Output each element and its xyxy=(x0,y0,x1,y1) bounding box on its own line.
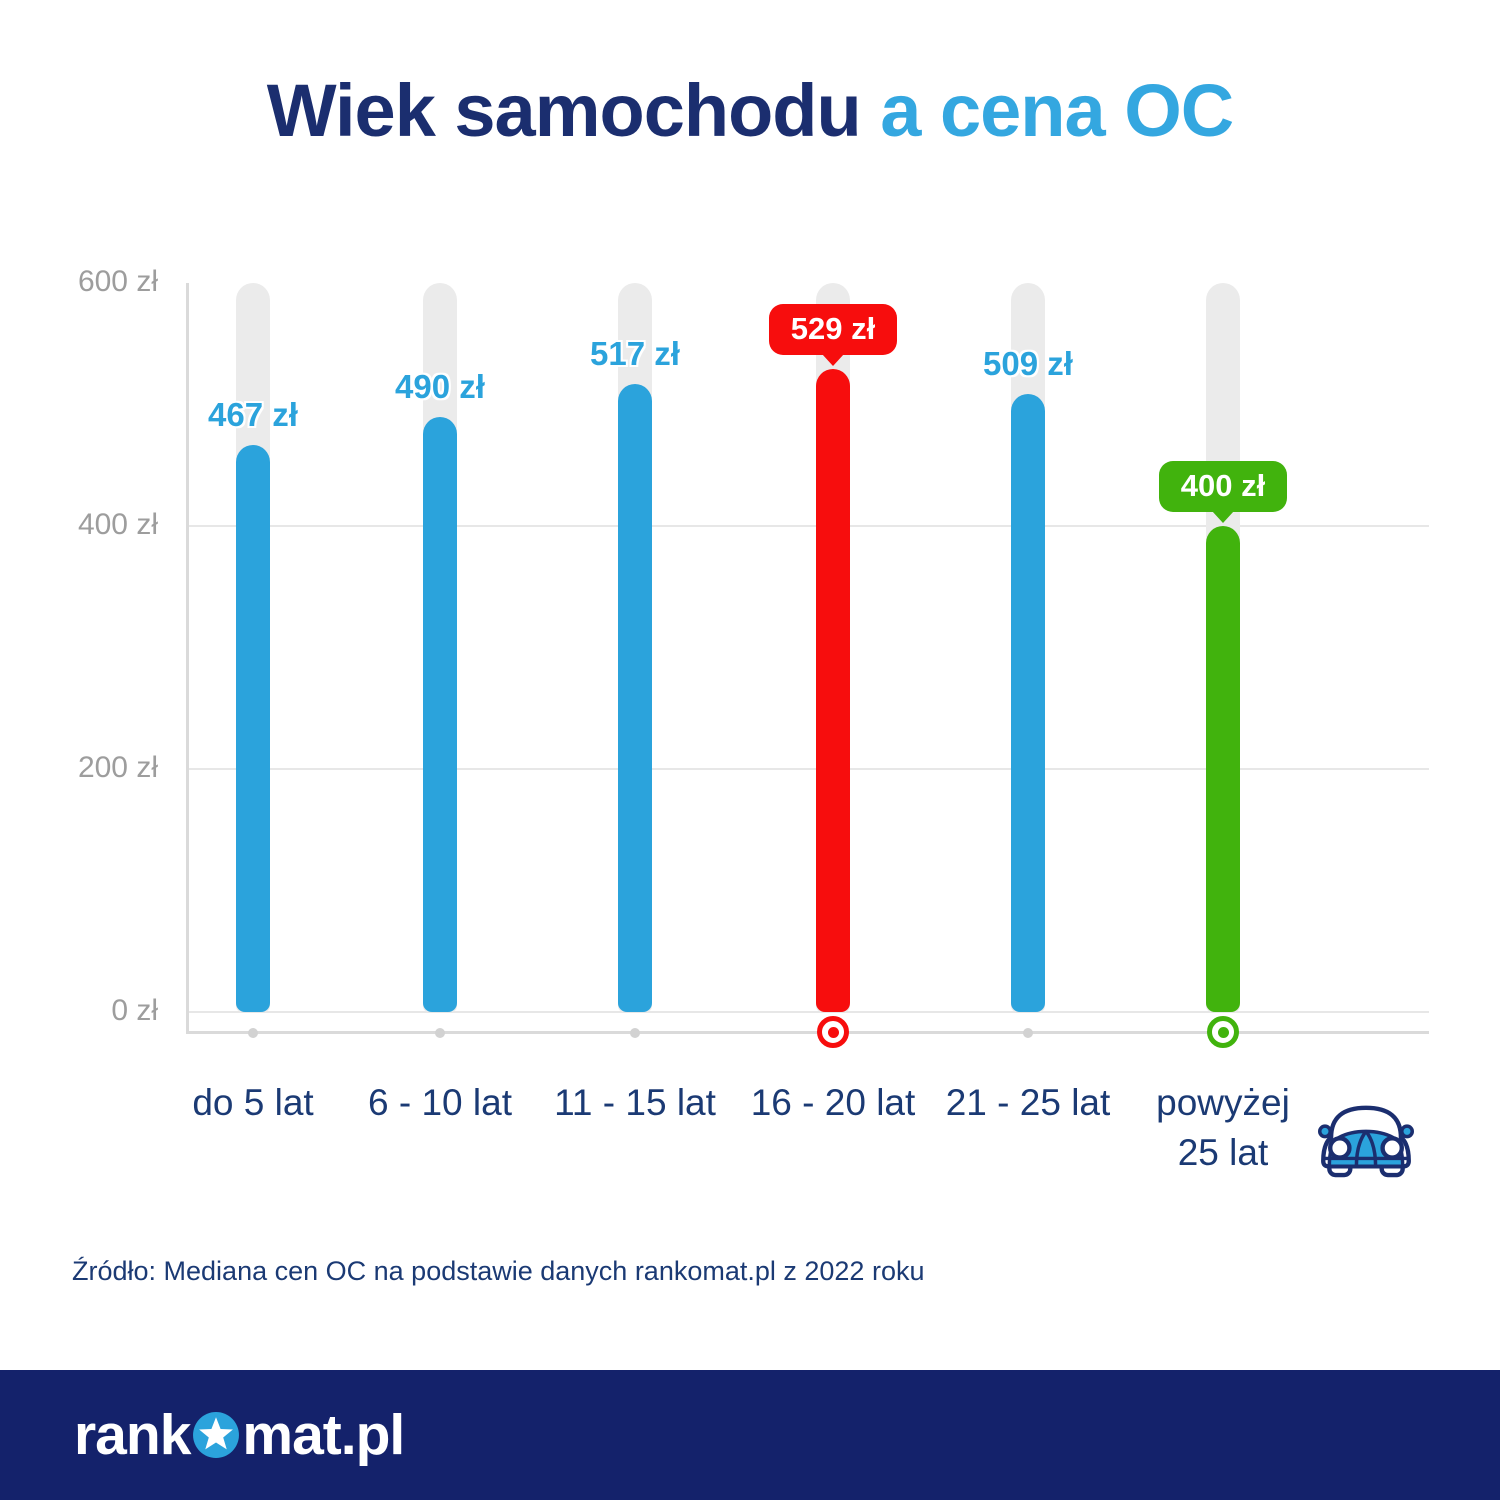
logo-text-suffix: mat.pl xyxy=(242,1403,405,1467)
x-category-label: 11 - 15 lat xyxy=(554,1082,716,1123)
chart-title-main: Wiek samochodu xyxy=(266,69,862,152)
gridline-400 xyxy=(189,525,1429,527)
x-axis-line xyxy=(186,1031,1429,1034)
x-category-label: powyżej 25 lat xyxy=(1156,1082,1290,1173)
logo-text-prefix: rank xyxy=(74,1403,191,1467)
bar-4 xyxy=(816,369,850,1012)
bullseye-dot xyxy=(827,1026,839,1038)
y-tick-label: 400 zł xyxy=(77,508,158,541)
value-badge-wrap: 400 zł xyxy=(1103,461,1343,512)
gridline-0 xyxy=(189,1011,1429,1013)
x-category-label: 16 - 20 lat xyxy=(750,1082,916,1123)
value-badge-wrap: 529 zł xyxy=(713,304,953,355)
y-tick-label: 600 zł xyxy=(77,265,158,298)
bullseye-red-icon xyxy=(817,1016,849,1048)
value-label: 490 zł xyxy=(395,368,485,405)
bullseye-dot xyxy=(1217,1026,1229,1038)
value-badge: 400 zł xyxy=(1158,461,1288,512)
y-tick-label: 200 zł xyxy=(77,751,158,784)
value-badge: 529 zł xyxy=(768,304,898,355)
value-label: 467 zł xyxy=(208,396,298,433)
bar-6 xyxy=(1206,526,1240,1012)
value-label: 509 zł xyxy=(983,345,1073,382)
chart-title-accent: a cena OC xyxy=(880,69,1234,152)
value-label: 517 zł xyxy=(590,335,680,372)
source-note: Źródło: Mediana cen OC na podstawie dany… xyxy=(72,1256,925,1286)
bullseye-green-icon xyxy=(1207,1016,1239,1048)
bar-1 xyxy=(236,445,270,1012)
bar-5 xyxy=(1011,394,1045,1012)
car-icon xyxy=(1318,1105,1414,1178)
x-category-label: do 5 lat xyxy=(192,1082,314,1123)
gridline-200 xyxy=(189,768,1429,770)
rankomat-logo: rank mat.pl xyxy=(74,1402,405,1468)
axis-dot xyxy=(248,1028,258,1038)
bar-2 xyxy=(423,417,457,1012)
axis-dot xyxy=(1023,1028,1033,1038)
x-category-label: 21 - 25 lat xyxy=(945,1082,1111,1123)
axis-dot xyxy=(630,1028,640,1038)
y-tick-label: 0 zł xyxy=(111,994,158,1027)
y-axis-line xyxy=(186,283,189,1033)
footer-bar: rank mat.pl xyxy=(0,1370,1500,1500)
bar-3 xyxy=(618,384,652,1012)
x-category-label: 6 - 10 lat xyxy=(368,1082,512,1123)
chart-title: Wiek samochodu a cena OC xyxy=(0,70,1500,151)
star-in-circle-icon xyxy=(192,1411,240,1459)
axis-dot xyxy=(435,1028,445,1038)
